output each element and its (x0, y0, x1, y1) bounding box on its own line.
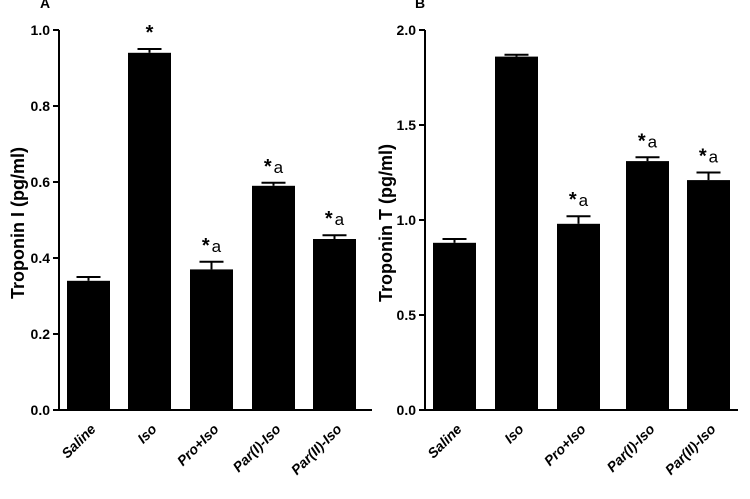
panel-a-y-tick-label: 0.2 (31, 326, 51, 342)
panel-a-significance-star-4: * (325, 208, 333, 230)
panel-a-significance-1: * (146, 22, 154, 44)
panel-a-y-tick-label: 0.4 (31, 250, 51, 266)
panel-b-label: B (415, 0, 425, 11)
panel-a-category-label-2: Pro+Iso (174, 420, 222, 468)
panel-a-bar-4 (313, 239, 356, 410)
panel-b-bar-3 (626, 161, 669, 410)
panel-a-significance-star-3: * (264, 156, 272, 178)
panel-a-y-tick-label: 0.0 (31, 402, 51, 418)
panel-b-y-tick-label: 1.5 (397, 117, 417, 133)
panel-b-bar-2 (557, 223, 600, 410)
panel-b-significance-2: * a (569, 189, 589, 211)
panel-a-y-axis-title: Troponin I (pg/ml) (8, 147, 28, 299)
panel-a: A Troponin I (pg/ml) 0.0 0.2 0.4 0.6 0.8 1.0 S… (8, 0, 372, 478)
panel-b-significance-3: * a (638, 130, 658, 152)
panel-b-bar-4 (687, 180, 730, 410)
panel-a-significance-letter-2: a (212, 237, 222, 256)
panel-b-category-label-2: Pro+Iso (541, 420, 589, 468)
panel-a-category-label-4: Par(II)-Iso (288, 420, 345, 477)
panel-b-y-tick-label: 2.0 (397, 22, 417, 38)
panel-a-bar-1 (128, 52, 171, 411)
panel-b-y-tick-label: 1.0 (397, 212, 417, 228)
panel-a-label: A (40, 0, 50, 11)
panel-b-significance-4: * a (699, 146, 719, 168)
panel-b-bar-1 (495, 56, 538, 410)
panel-a-significance-letter-3: a (274, 158, 284, 177)
panel-b-significance-star-3: * (638, 130, 646, 152)
panel-b-y-axis-title: Troponin T (pg/ml) (376, 144, 396, 302)
panel-b-significance-letter-2: a (579, 191, 589, 210)
panel-b: B Troponin T (pg/ml) 0.0 0.5 1.0 1.5 2.0 Sali… (376, 0, 738, 478)
panel-b-significance-letter-3: a (648, 132, 658, 151)
panel-b-y-tick-label: 0.5 (397, 307, 417, 323)
panel-a-significance-4: * a (325, 208, 345, 230)
panel-a-y-tick-label: 0.6 (31, 174, 51, 190)
panel-a-bar-3 (252, 185, 295, 410)
panel-b-significance-star-2: * (569, 189, 577, 211)
panel-b-category-label-4: Par(II)-Iso (662, 420, 719, 477)
panel-b-y-tick-label: 0.0 (397, 402, 417, 418)
panel-a-significance-star-1: * (146, 22, 154, 44)
panel-a-y-tick-label: 0.8 (31, 98, 51, 114)
panel-a-significance-star-2: * (202, 235, 210, 257)
panel-b-category-label-1: Iso (501, 420, 527, 446)
panel-a-significance-3: * a (264, 156, 284, 178)
panel-b-significance-star-4: * (699, 146, 707, 168)
panel-a-category-label-0: Saline (58, 421, 99, 462)
panel-a-significance-letter-4: a (335, 210, 345, 229)
panel-a-bar-2 (190, 269, 233, 410)
panel-a-y-tick-label: 1.0 (31, 22, 51, 38)
panel-b-bar-0 (433, 242, 476, 410)
panel-a-category-label-3: Par(I)-Iso (229, 420, 284, 475)
panel-a-significance-2: * a (202, 235, 222, 257)
panel-b-category-label-3: Par(I)-Iso (603, 420, 658, 475)
panel-a-category-label-1: Iso (134, 420, 160, 446)
panel-b-significance-letter-4: a (709, 148, 719, 167)
panel-b-category-label-0: Saline (424, 421, 465, 462)
panel-a-bar-0 (67, 280, 110, 410)
